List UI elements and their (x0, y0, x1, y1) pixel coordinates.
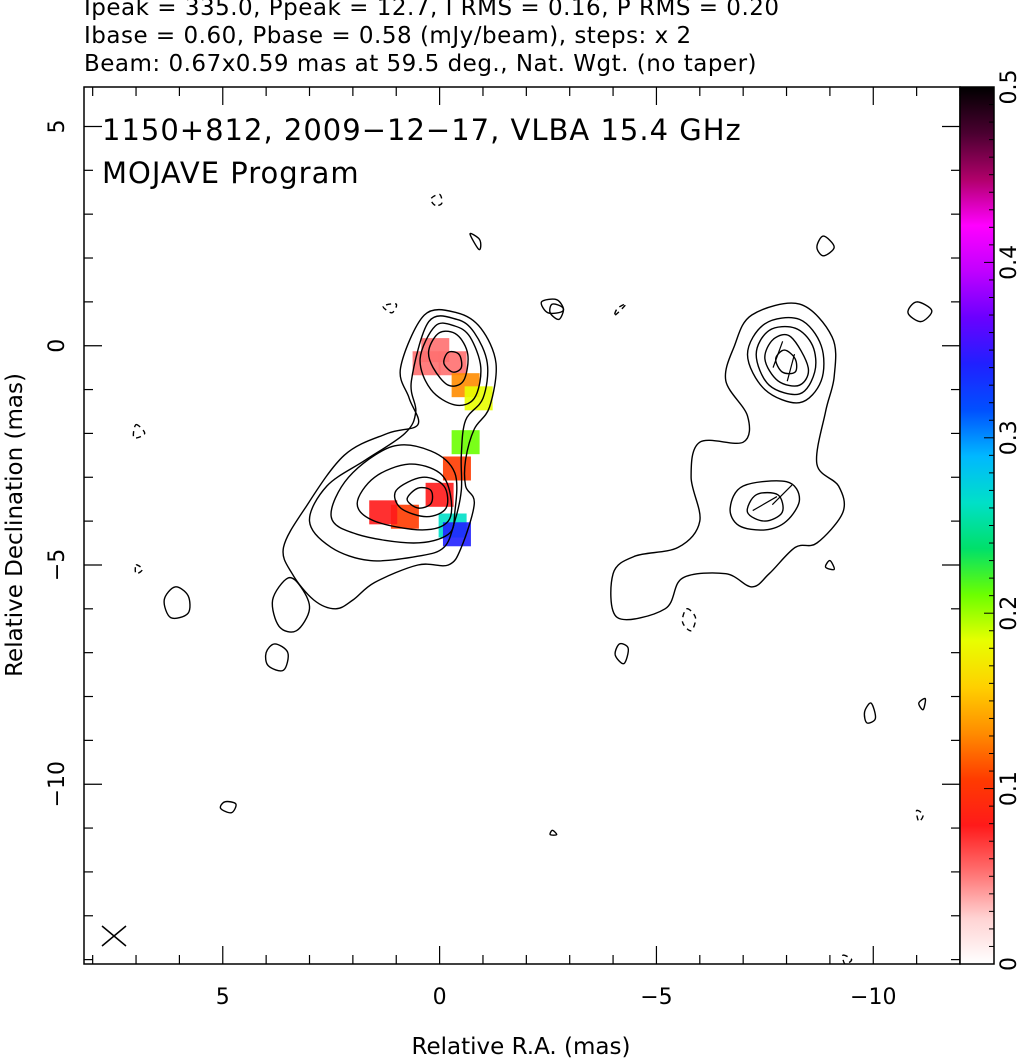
evpa-vector (772, 341, 784, 368)
negative-contour-line (614, 303, 627, 316)
contour-line (419, 322, 482, 407)
contour-line (356, 463, 453, 531)
y-tick-label: 0 (45, 339, 70, 353)
axis-ticks: 5 0 −5 −10 5 0 −5 −10 (45, 87, 961, 1010)
x-tick-label: 0 (433, 985, 447, 1010)
contour-line (863, 702, 877, 724)
contour-line (755, 325, 817, 396)
header-line-beam: Beam: 0.67x0.59 mas at 59.5 deg., Nat. W… (84, 51, 757, 77)
colorbar-tick-label: 0.4 (997, 245, 1022, 280)
negative-contour-line (132, 423, 146, 439)
contour-line (816, 235, 835, 257)
contour-line (219, 800, 237, 814)
contour-line (729, 480, 801, 531)
map-subtitle: MOJAVE Program (102, 156, 360, 190)
colorbar-tick-label: 0.5 (997, 70, 1022, 105)
polarization-pixel (425, 482, 454, 507)
polarization-color-layer (369, 338, 493, 547)
y-axis-title: Relative Declination (mas) (2, 373, 28, 677)
contour-line (540, 298, 565, 315)
contour-line (393, 476, 449, 518)
contour-line (264, 643, 289, 672)
map-title: 1150+812, 2009−12−17, VLBA 15.4 GHz (102, 113, 742, 147)
x-tick-label: 5 (216, 985, 230, 1010)
contour-line (610, 302, 846, 621)
contour-line (764, 333, 810, 387)
contour-line (824, 559, 835, 571)
negative-contour-line (841, 954, 853, 964)
contour-layer (132, 193, 933, 964)
colorbar-ticks: 0 0.1 0.2 0.3 0.4 0.5 (984, 70, 1022, 971)
evpa-vector-layer (752, 341, 796, 512)
evpa-vector (771, 484, 793, 506)
negative-contour-line (382, 303, 398, 314)
contour-line (614, 642, 630, 665)
polarization-pixel (369, 500, 398, 525)
evpa-vector (752, 496, 778, 512)
contour-line (163, 586, 191, 620)
contour-line (443, 350, 463, 373)
contour-line (282, 308, 497, 610)
x-axis-title: Relative R.A. (mas) (412, 1034, 631, 1060)
plot-frame (83, 86, 961, 965)
contour-line (746, 316, 825, 404)
polarization-pixel (390, 504, 419, 529)
contour-line (549, 829, 558, 836)
contour-line (406, 486, 434, 509)
x-tick-label: −5 (640, 985, 672, 1010)
header-line-bases: Ibase = 0.60, Pbase = 0.58 (mJy/beam), s… (84, 23, 692, 49)
contour-line (549, 303, 565, 321)
contour-line (427, 330, 469, 387)
contour-line (774, 349, 798, 375)
polarization-pixel (442, 456, 471, 481)
negative-contour-line (430, 193, 443, 207)
y-tick-label: −5 (45, 549, 70, 581)
contour-line (271, 576, 311, 633)
negative-contour-line (915, 809, 924, 823)
colorbar-tick-label: 0 (997, 957, 1022, 971)
negative-contour-line (134, 564, 144, 575)
colorbar-gradient (960, 87, 994, 964)
contour-line (469, 232, 482, 251)
contour-line (330, 444, 458, 544)
colorbar (959, 86, 995, 965)
x-tick-label: −10 (850, 985, 896, 1010)
polarization-pixel (451, 430, 480, 455)
colorbar-tick-label: 0.2 (997, 596, 1022, 631)
colorbar-tick-label: 0.1 (997, 771, 1022, 806)
contour-line (308, 315, 489, 562)
contour-line (918, 697, 927, 711)
header-line-peaks: Ipeak = 335.0, Ppeak = 12.7, I RMS = 0.1… (84, 0, 780, 21)
evpa-vector (786, 353, 796, 382)
colorbar-tick-label: 0.3 (997, 420, 1022, 455)
y-tick-label: −10 (45, 761, 70, 807)
contour-line (746, 491, 784, 522)
y-tick-label: 5 (45, 119, 70, 133)
negative-contour-line (681, 608, 697, 632)
contour-line (907, 301, 933, 323)
beam-symbol (101, 925, 127, 947)
